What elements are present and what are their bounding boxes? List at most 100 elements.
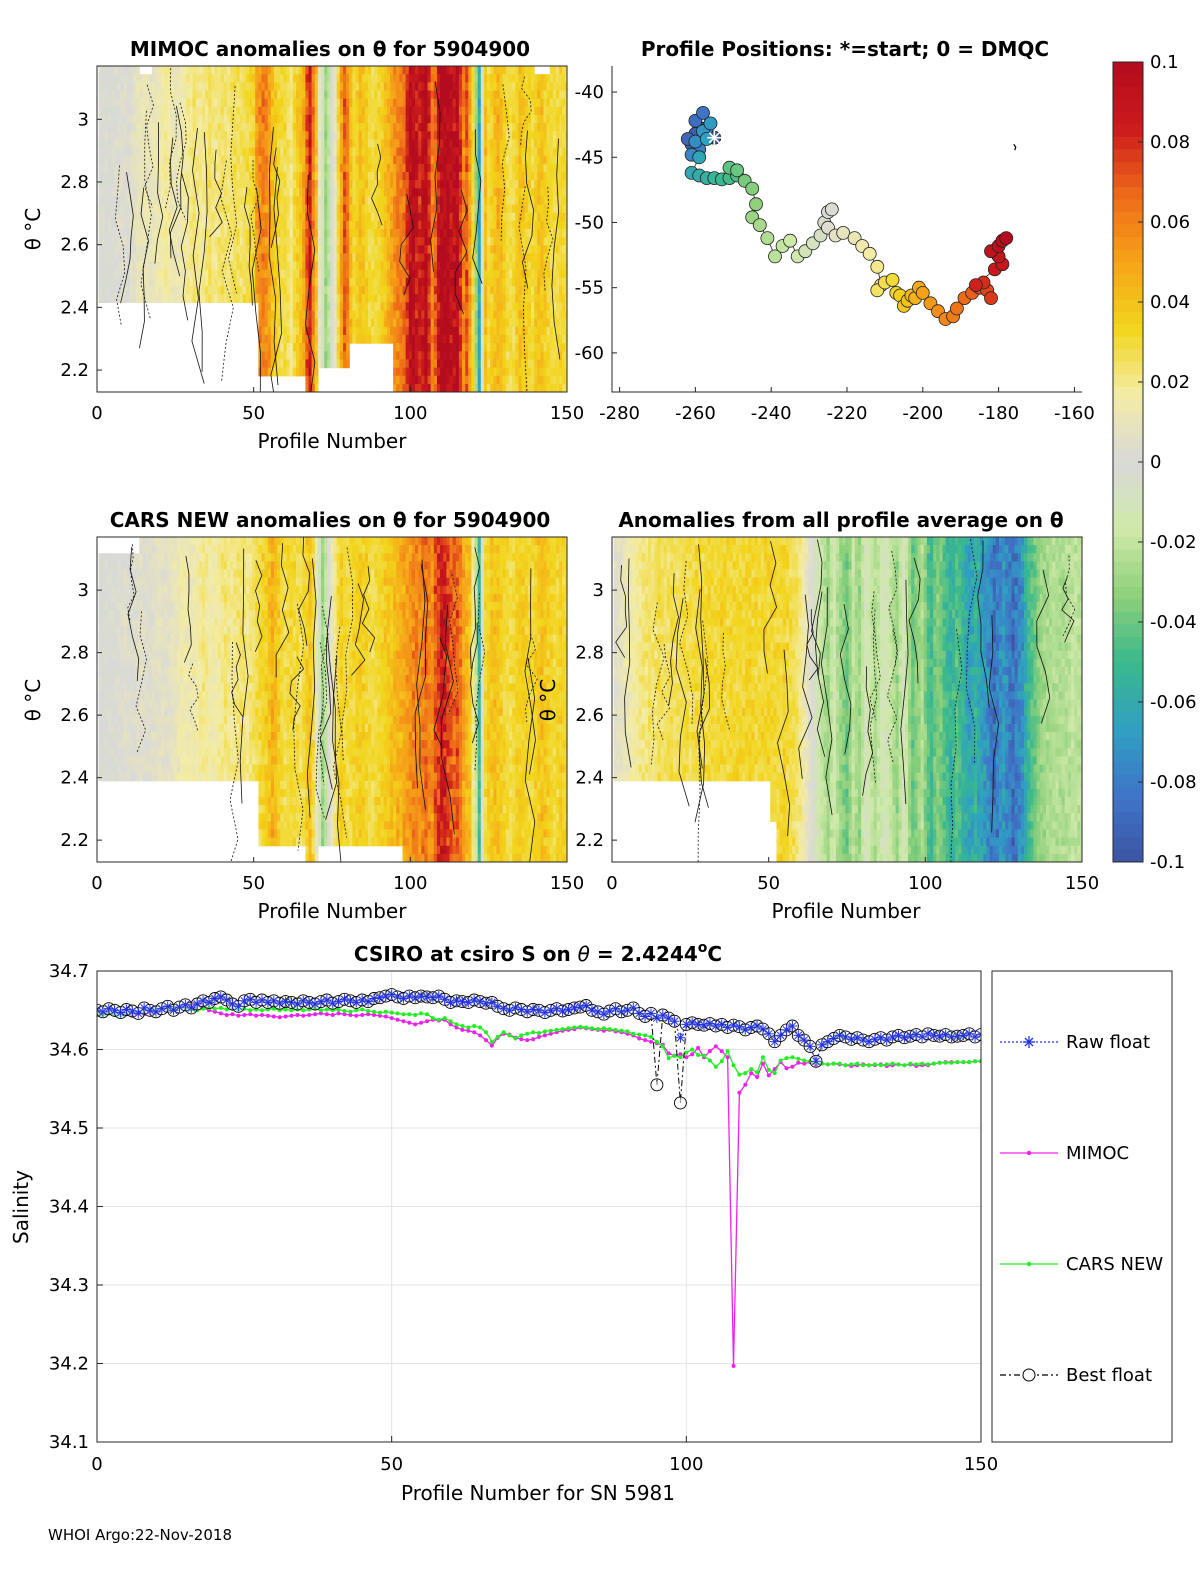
heatmap-cell: [499, 188, 504, 198]
heatmap-cell: [314, 253, 319, 263]
heatmap-cell: [474, 131, 479, 140]
heatmap-cell: [302, 253, 306, 263]
heatmap-cell: [161, 253, 165, 263]
heatmap-cell: [355, 147, 360, 157]
heatmap-cell: [440, 90, 444, 100]
heatmap-cell: [421, 139, 425, 149]
heatmap-cell: [408, 302, 413, 312]
heatmap-cell: [321, 139, 325, 149]
heatmap-cell: [477, 367, 482, 377]
heatmap-cell: [468, 261, 472, 271]
heatmap-cell: [446, 196, 451, 206]
heatmap-cell: [411, 163, 416, 173]
heatmap-cell: [286, 139, 291, 149]
heatmap-cell: [286, 106, 291, 116]
heatmap-cell: [280, 351, 284, 361]
heatmap-cell: [314, 66, 319, 75]
heatmap-cell: [386, 261, 391, 271]
heatmap-cell: [252, 155, 256, 165]
heatmap-cell: [214, 147, 219, 157]
heatmap-cell: [484, 269, 488, 279]
heatmap-cell: [477, 131, 482, 140]
heatmap-cell: [283, 66, 288, 75]
heatmap-cell: [493, 171, 498, 181]
heatmap-cell: [487, 98, 491, 108]
heatmap-cell: [537, 229, 541, 238]
heatmap-cell: [512, 147, 516, 157]
heatmap-cell: [317, 131, 322, 140]
heatmap-cell: [512, 188, 516, 198]
heatmap-cell: [449, 310, 454, 320]
heatmap-cell: [274, 196, 278, 206]
heatmap-cell: [408, 310, 413, 320]
heatmap-cell: [415, 326, 419, 336]
heatmap-cell: [452, 237, 457, 246]
heatmap-cell: [411, 375, 416, 385]
heatmap-cell: [145, 261, 150, 271]
heatmap-cell: [496, 180, 501, 189]
heatmap-cell: [402, 212, 407, 222]
heatmap-cell: [396, 204, 400, 214]
heatmap-cell: [173, 171, 178, 181]
heatmap-cell: [239, 188, 244, 198]
heatmap-cell: [217, 277, 222, 287]
heatmap-cell: [443, 383, 447, 392]
heatmap-cell: [527, 188, 532, 198]
heatmap-cell: [462, 139, 466, 149]
heatmap-cell: [108, 196, 112, 206]
heatmap-cell: [296, 326, 300, 336]
heatmap-cell: [249, 229, 253, 238]
heatmap-cell: [474, 269, 479, 279]
heatmap-cell: [433, 269, 438, 279]
heatmap-cell: [195, 277, 200, 287]
heatmap-cell: [202, 82, 206, 92]
heatmap-cell: [211, 90, 216, 100]
heatmap-cell: [471, 147, 476, 157]
heatmap-cell: [296, 66, 300, 75]
heatmap-cell: [223, 74, 228, 83]
heatmap-cell: [277, 114, 281, 124]
heatmap-cell: [296, 359, 300, 369]
heatmap-cell: [280, 196, 284, 206]
heatmap-cell: [117, 66, 122, 75]
heatmap-cell: [101, 98, 106, 108]
heatmap-cell: [421, 82, 425, 92]
heatmap-cell: [296, 163, 300, 173]
heatmap-cell: [487, 180, 491, 189]
heatmap-cell: [452, 318, 457, 328]
heatmap-cell: [314, 367, 319, 377]
heatmap-cell: [339, 277, 344, 287]
heatmap-cell: [339, 351, 344, 361]
heatmap-cell: [321, 343, 325, 352]
heatmap-cell: [512, 326, 516, 336]
heatmap-cell: [270, 98, 275, 108]
heatmap-cell: [374, 286, 378, 295]
heatmap-cell: [402, 367, 407, 377]
heatmap-cell: [299, 269, 303, 279]
heatmap-cell: [176, 139, 181, 149]
heatmap-cell: [377, 253, 382, 263]
heatmap-cell: [377, 302, 382, 312]
heatmap-cell: [433, 294, 438, 303]
heatmap-cell: [227, 98, 231, 108]
heatmap-cell: [296, 98, 300, 108]
heatmap-cell: [343, 229, 347, 238]
heatmap-cell: [158, 74, 162, 83]
heatmap-cell: [330, 245, 335, 255]
heatmap-cell: [133, 147, 137, 157]
heatmap-cell: [540, 326, 545, 336]
heatmap-cell: [393, 155, 397, 165]
heatmap-cell: [195, 155, 200, 165]
heatmap-cell: [208, 171, 212, 181]
heatmap-cell: [446, 261, 451, 271]
heatmap-cell: [101, 180, 106, 189]
heatmap-cell: [289, 171, 294, 181]
heatmap-cell: [521, 82, 526, 92]
heatmap-cell: [258, 98, 263, 108]
heatmap-cell: [396, 212, 400, 222]
heatmap-cell: [158, 196, 162, 206]
heatmap-cell: [509, 66, 513, 75]
heatmap-cell: [148, 188, 153, 198]
heatmap-cell: [484, 253, 488, 263]
heatmap-cell: [292, 139, 297, 149]
